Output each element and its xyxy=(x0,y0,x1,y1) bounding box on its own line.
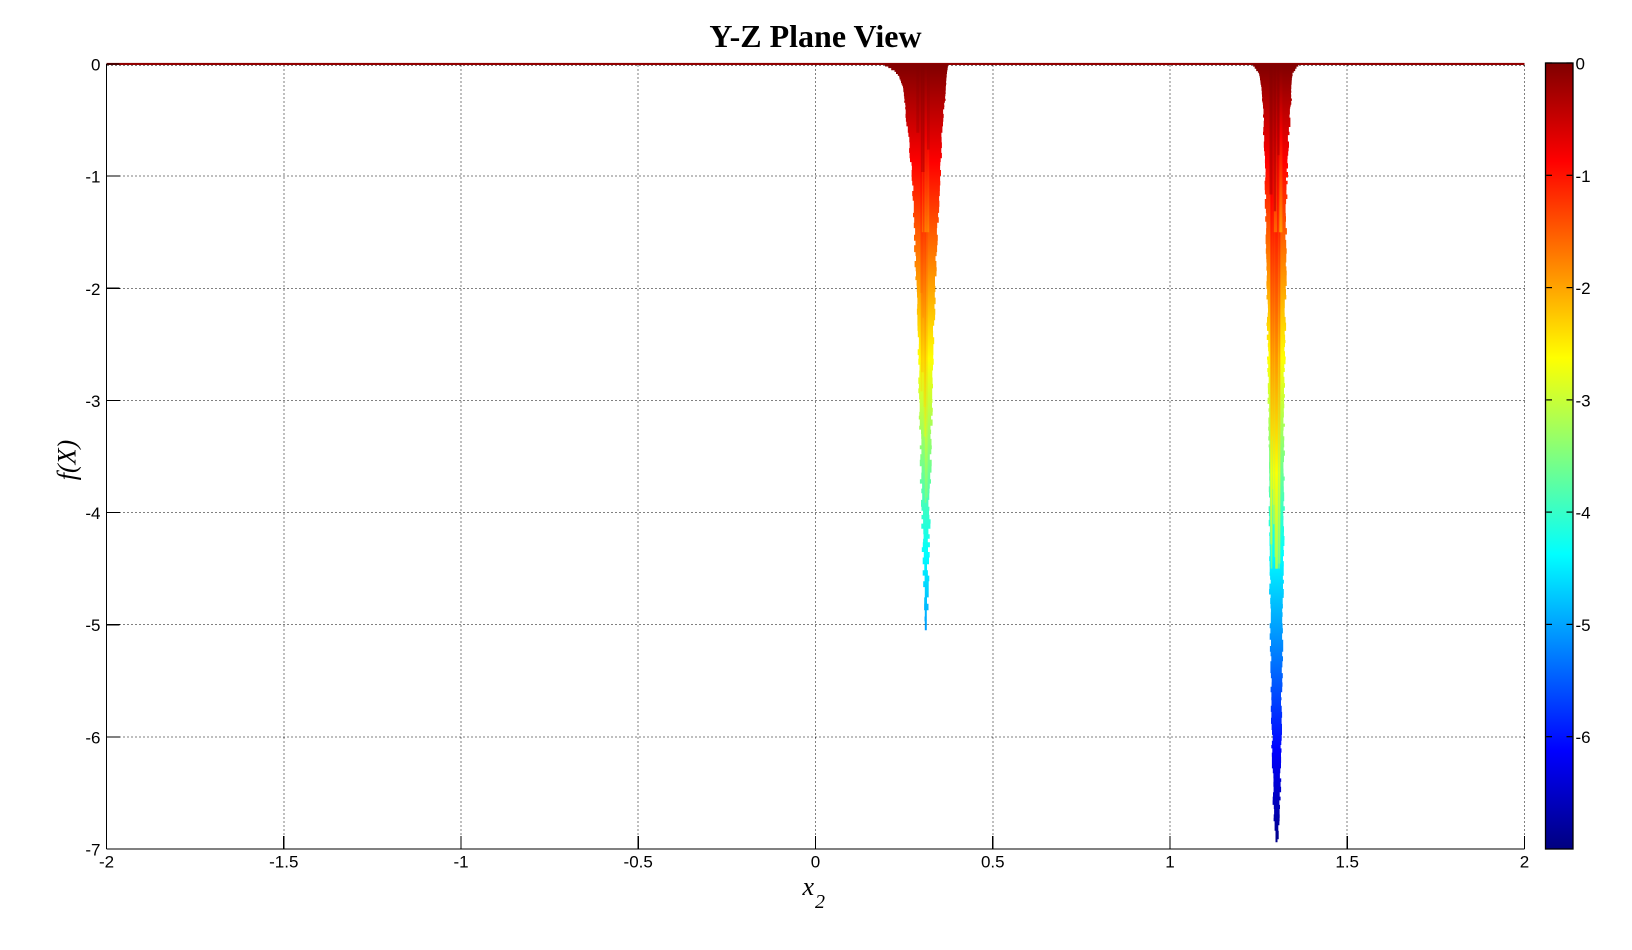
svg-text:-3: -3 xyxy=(85,392,100,411)
svg-text:-2: -2 xyxy=(1576,279,1591,298)
svg-text:-1.5: -1.5 xyxy=(269,853,298,872)
svg-text:0.5: 0.5 xyxy=(981,853,1005,872)
svg-text:2: 2 xyxy=(815,891,825,913)
svg-text:1: 1 xyxy=(1165,853,1174,872)
svg-text:-1: -1 xyxy=(85,168,100,187)
svg-text:-6: -6 xyxy=(1576,728,1591,747)
svg-text:-4: -4 xyxy=(85,504,100,523)
svg-text:1.5: 1.5 xyxy=(1335,853,1359,872)
svg-text:2: 2 xyxy=(1520,853,1529,872)
svg-text:-5: -5 xyxy=(85,616,100,635)
svg-text:0: 0 xyxy=(811,853,820,872)
svg-text:x: x xyxy=(801,872,814,901)
svg-text:-6: -6 xyxy=(85,728,100,747)
svg-text:0: 0 xyxy=(91,56,100,75)
svg-text:-2: -2 xyxy=(85,280,100,299)
svg-text:-0.5: -0.5 xyxy=(624,853,653,872)
svg-text:Y-Z Plane View: Y-Z Plane View xyxy=(709,18,921,54)
svg-text:-4: -4 xyxy=(1576,504,1591,523)
svg-text:-2: -2 xyxy=(99,853,114,872)
svg-text:-1: -1 xyxy=(1576,167,1591,186)
svg-text:f(X): f(X) xyxy=(52,440,81,480)
svg-text:-7: -7 xyxy=(85,841,100,860)
svg-text:-5: -5 xyxy=(1576,616,1591,635)
svg-text:0: 0 xyxy=(1576,55,1585,74)
svg-text:-3: -3 xyxy=(1576,391,1591,410)
svg-text:-1: -1 xyxy=(453,853,468,872)
